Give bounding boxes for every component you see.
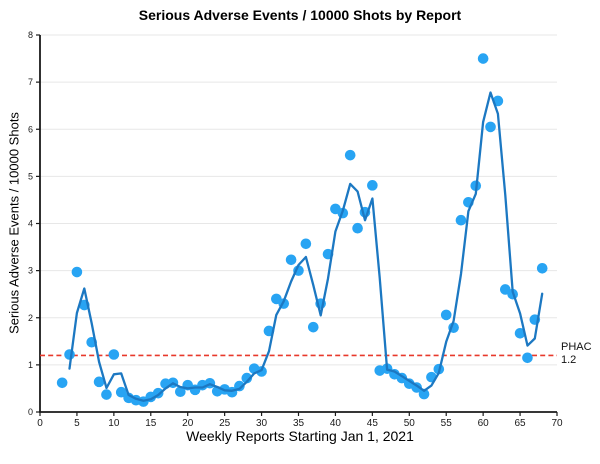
data-point xyxy=(455,214,467,226)
x-axis-label: Weekly Reports Starting Jan 1, 2021 xyxy=(186,428,414,444)
x-tick-label: 5 xyxy=(74,418,80,429)
y-tick-label: 4 xyxy=(28,219,33,229)
data-point xyxy=(352,222,363,234)
data-point xyxy=(175,386,186,398)
data-point xyxy=(440,309,452,321)
y-tick-label: 0 xyxy=(28,407,33,417)
x-tick-label: 50 xyxy=(404,418,416,429)
data-point xyxy=(522,352,533,364)
data-point xyxy=(344,149,356,161)
data-point xyxy=(300,238,312,250)
x-tick-label: 60 xyxy=(478,418,490,429)
phac-threshold-label: PHAC 1.2 xyxy=(561,341,592,367)
data-point xyxy=(256,366,267,377)
x-tick-label: 55 xyxy=(441,418,453,429)
trend-line-path xyxy=(68,91,544,402)
data-point xyxy=(485,121,496,133)
y-tick-label: 3 xyxy=(28,266,33,276)
x-tick-label: 65 xyxy=(515,418,527,429)
y-tick-label: 5 xyxy=(28,171,33,181)
y-tick-label: 7 xyxy=(28,77,33,87)
data-point xyxy=(64,349,75,360)
x-tick-label: 25 xyxy=(219,418,231,429)
y-tick-label: 2 xyxy=(28,313,33,323)
data-point xyxy=(418,388,430,400)
phac-label-line2: 1.2 xyxy=(561,354,577,366)
x-tick-label: 45 xyxy=(367,418,379,429)
data-point xyxy=(536,262,548,274)
y-tick-label: 6 xyxy=(28,124,33,134)
data-point xyxy=(101,389,112,400)
data-point xyxy=(514,328,526,339)
x-tick-label: 0 xyxy=(37,418,43,429)
data-point xyxy=(93,376,105,388)
x-tick-label: 70 xyxy=(551,418,563,429)
y-tick-label: 8 xyxy=(28,30,33,40)
data-point xyxy=(241,372,253,384)
x-tick-label: 40 xyxy=(330,418,342,429)
y-tick-label: 1 xyxy=(28,360,33,370)
x-tick-label: 20 xyxy=(182,418,194,429)
data-point xyxy=(477,53,489,64)
x-tick-label: 30 xyxy=(256,418,268,429)
data-point xyxy=(108,349,120,360)
x-tick-label: 35 xyxy=(293,418,305,429)
data-point xyxy=(367,180,378,191)
x-tick-label: 10 xyxy=(108,418,120,429)
phac-label-line1: PHAC xyxy=(561,341,592,353)
x-tick-label: 15 xyxy=(145,418,157,429)
data-point xyxy=(307,321,319,333)
data-point xyxy=(56,377,68,389)
data-point xyxy=(115,386,127,398)
chart-title: Serious Adverse Events / 10000 Shots by … xyxy=(138,7,462,23)
data-point xyxy=(285,254,297,266)
data-point xyxy=(71,266,83,278)
